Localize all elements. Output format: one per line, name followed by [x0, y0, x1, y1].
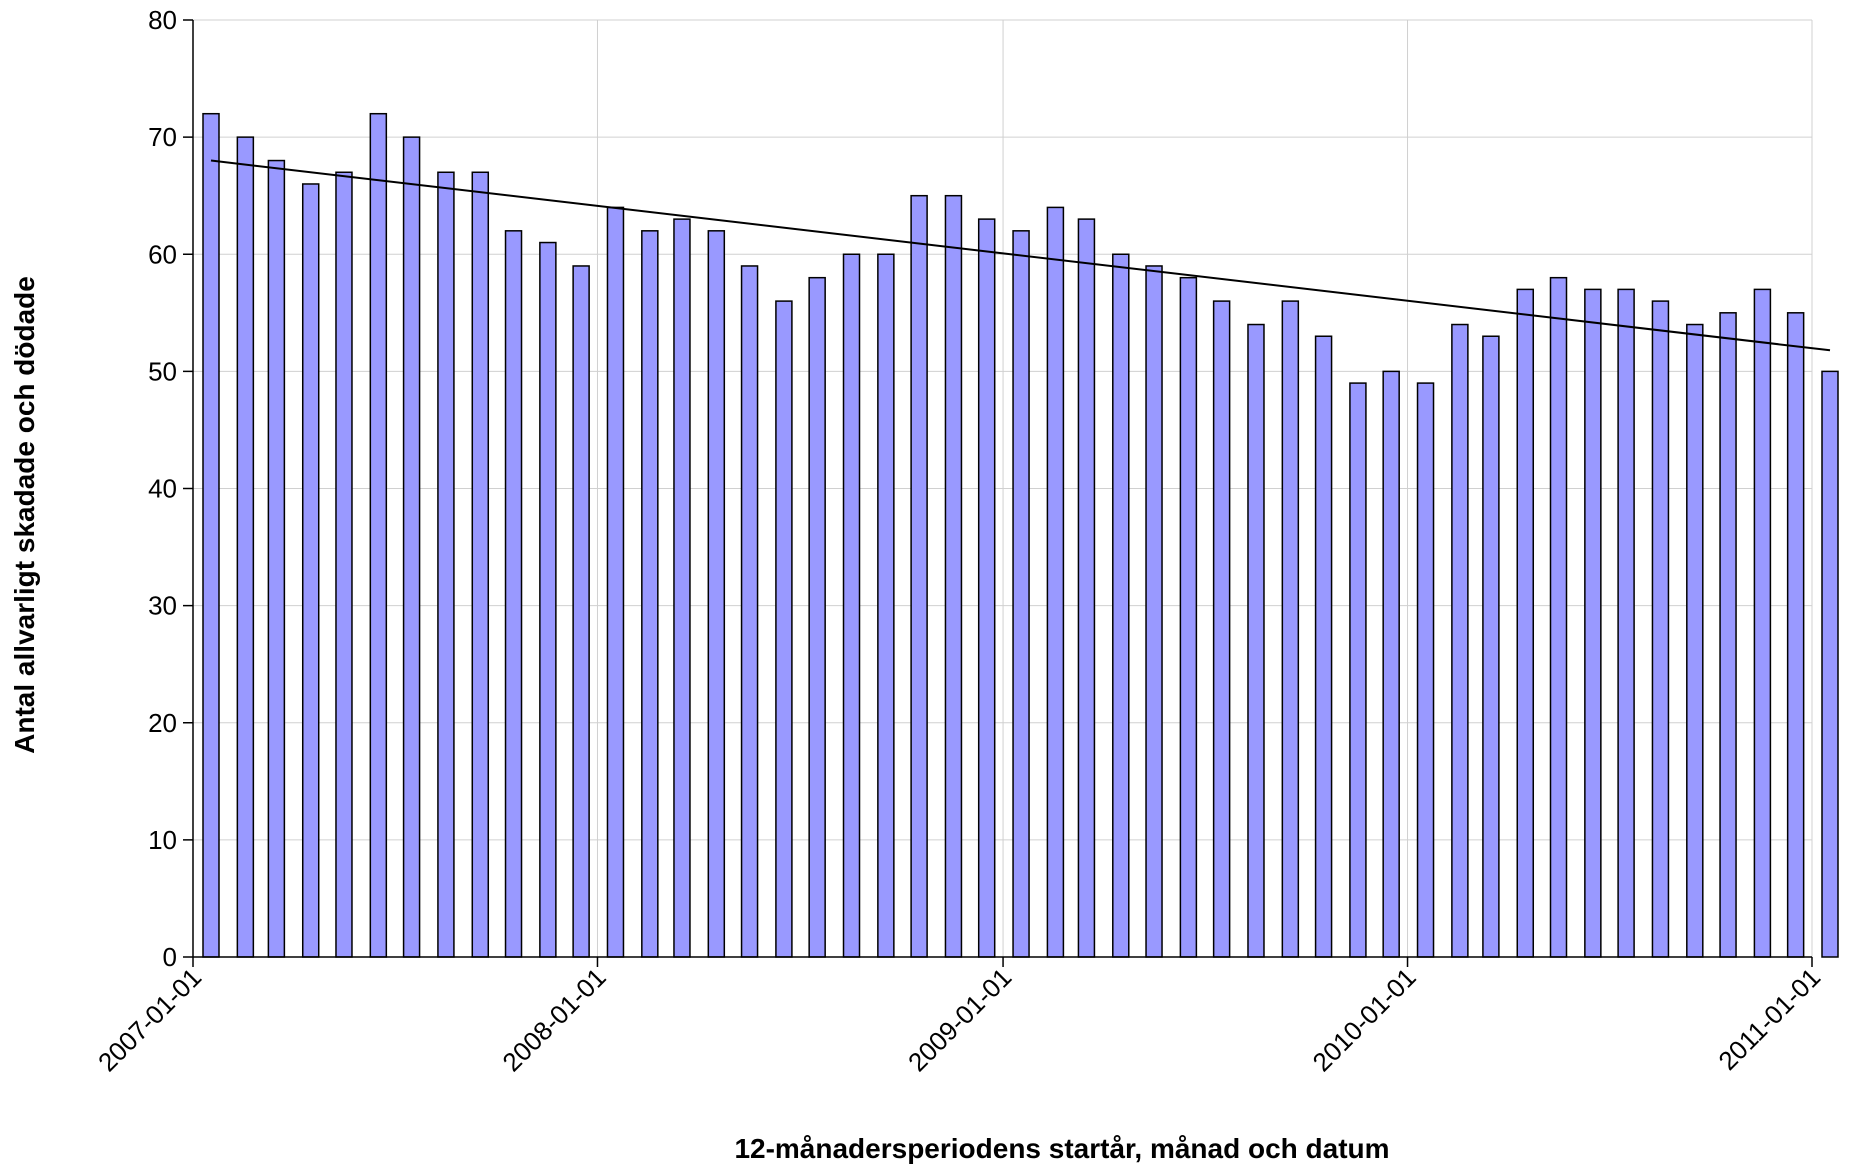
trendline-layer [210, 159, 1831, 352]
bars [202, 112, 1839, 958]
bar [707, 230, 726, 958]
x-tick-label: 2008-01-01 [496, 962, 611, 1077]
bar [641, 230, 659, 958]
bar [539, 241, 557, 958]
y-tick-label: 10 [148, 825, 177, 855]
bar [1382, 370, 1400, 958]
y-tick-label: 40 [148, 474, 177, 504]
bar [202, 112, 220, 958]
bar [1349, 382, 1367, 958]
bar [606, 206, 625, 958]
bar [1549, 276, 1568, 958]
bar [1821, 370, 1839, 958]
bar [808, 276, 826, 958]
x-tick-label: 2007-01-01 [92, 962, 207, 1077]
gridlines [193, 19, 1813, 957]
bar [1077, 218, 1096, 958]
bar [977, 218, 996, 958]
bar [877, 253, 895, 958]
x-tick-labels: 2007-01-01 2008-01-01 2009-01-01 2010-01-01… [92, 962, 1826, 1077]
bar [1786, 312, 1805, 958]
x-tick-label: 2011-01-01 [1712, 962, 1826, 1076]
bar [504, 230, 523, 958]
y-tick-label: 20 [148, 708, 177, 738]
bar [1281, 300, 1300, 958]
bar [1686, 323, 1704, 958]
x-axis-title: 12-månadersperiodens startår, månad och … [734, 1133, 1389, 1164]
bar [1179, 276, 1198, 958]
bar [1145, 265, 1163, 958]
y-tick-label: 60 [148, 239, 177, 269]
bar [673, 218, 691, 958]
bar [335, 171, 353, 958]
bar [236, 136, 255, 958]
trendline [210, 159, 1831, 352]
y-tick-labels: 0 10 20 30 40 50 60 70 80 [148, 5, 177, 972]
y-tick-label: 80 [148, 5, 177, 35]
y-tick-label: 30 [148, 591, 177, 621]
bar [944, 194, 963, 958]
bar [1482, 335, 1500, 958]
bar [1451, 323, 1469, 958]
bar [471, 171, 490, 958]
bar [842, 253, 861, 958]
bar [1584, 288, 1602, 958]
x-tick-label: 2010-01-01 [1307, 962, 1422, 1077]
bar [402, 136, 421, 958]
bar [1651, 300, 1670, 958]
bar [301, 183, 320, 958]
bar [775, 300, 793, 958]
bar [1617, 288, 1635, 958]
bar [740, 265, 759, 958]
bar [1247, 323, 1265, 958]
bar [369, 112, 388, 958]
y-tick-label: 70 [148, 122, 177, 152]
axes [183, 19, 1813, 967]
bar [572, 265, 590, 958]
y-axis-title: Antal allvarligt skadade och dödade [9, 276, 40, 754]
bar [437, 171, 455, 958]
bar [1416, 382, 1435, 958]
x-tick-label: 2009-01-01 [902, 962, 1017, 1077]
bar [267, 159, 286, 958]
bar [1046, 206, 1065, 958]
y-tick-label: 50 [148, 356, 177, 386]
bar [1719, 312, 1737, 958]
bar [1112, 253, 1130, 958]
bar [1753, 288, 1772, 958]
bar [1314, 335, 1333, 958]
y-tick-label: 0 [163, 942, 177, 972]
bar [1516, 288, 1535, 958]
bar [1012, 230, 1030, 958]
bar [910, 194, 928, 958]
bar [1212, 300, 1231, 958]
